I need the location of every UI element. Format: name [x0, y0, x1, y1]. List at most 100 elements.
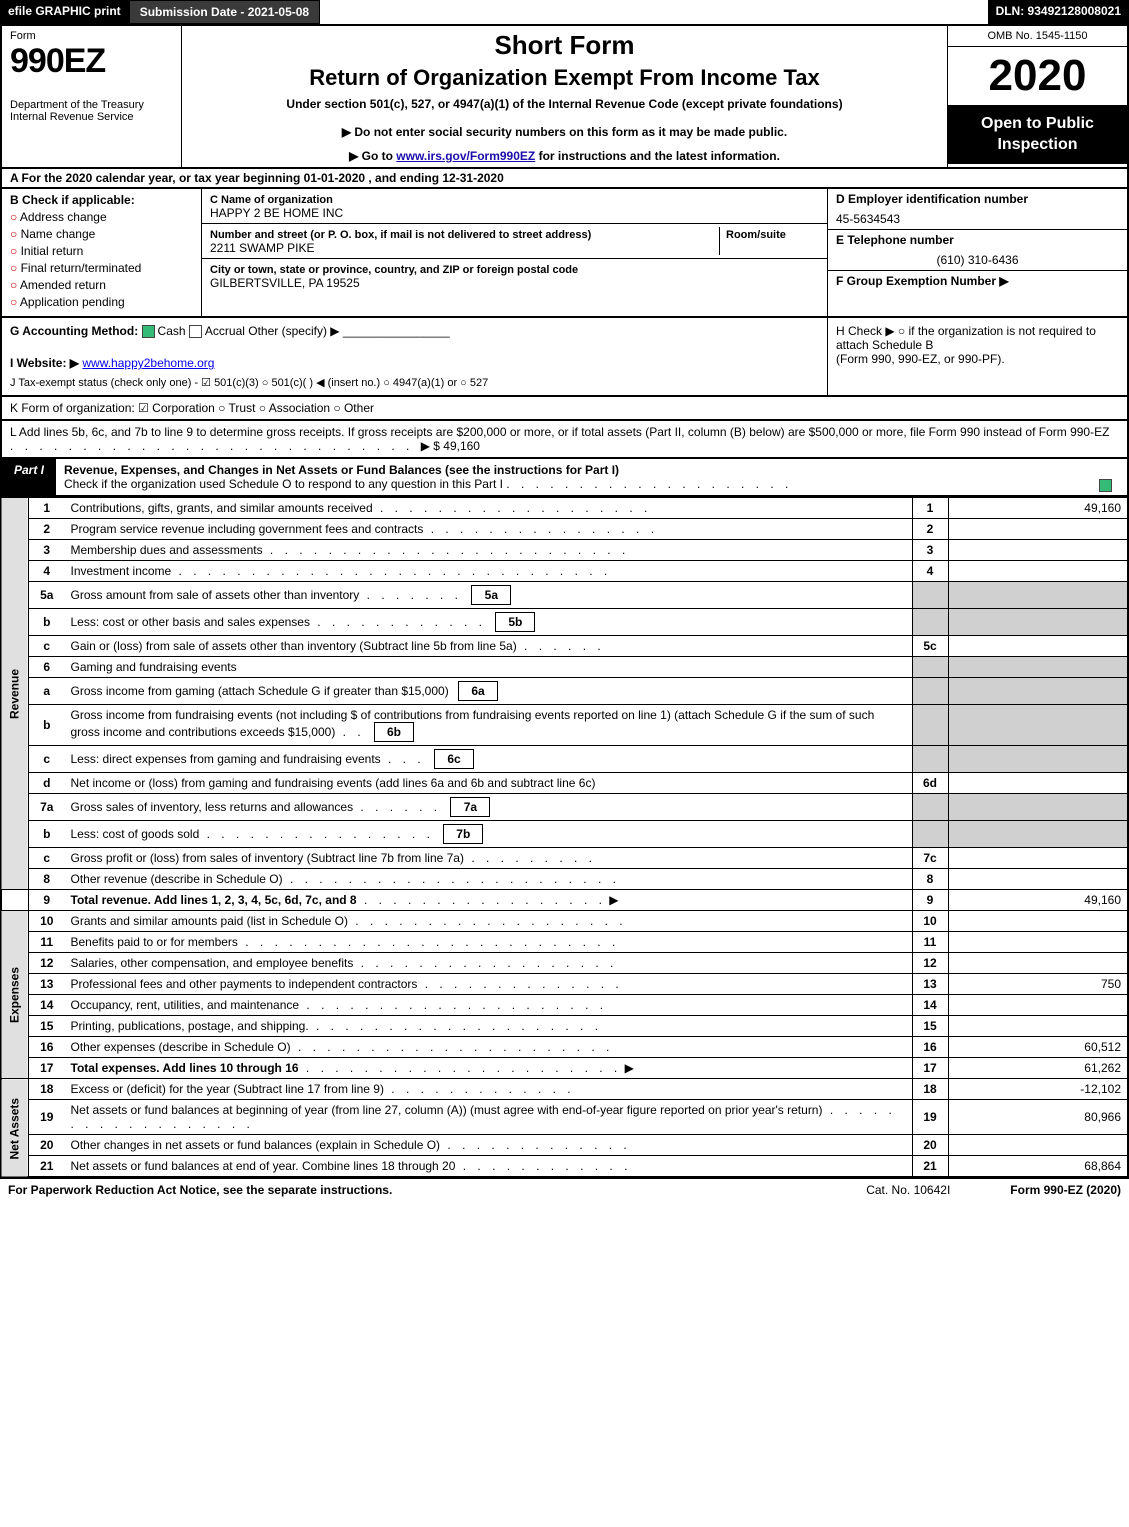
amt-9: 49,160	[948, 890, 1128, 911]
efile-print-button[interactable]: efile GRAPHIC print	[0, 0, 129, 24]
paperwork-notice: For Paperwork Reduction Act Notice, see …	[8, 1183, 866, 1197]
submission-date: Submission Date - 2021-05-08	[129, 0, 320, 24]
header-right: OMB No. 1545-1150 2020 Open to Public In…	[947, 26, 1127, 167]
dots: . . . . . . . . . . . . . . . . . . . .	[506, 477, 792, 491]
l14: Occupancy, rent, utilities, and maintena…	[71, 998, 300, 1012]
row-a-text: A For the 2020 calendar year, or tax yea…	[10, 171, 504, 185]
l19: Net assets or fund balances at beginning…	[71, 1103, 823, 1117]
part1-check[interactable]	[1087, 459, 1127, 495]
omb-number: OMB No. 1545-1150	[948, 26, 1127, 47]
do-not-enter: ▶ Do not enter social security numbers o…	[190, 125, 939, 139]
goto-link[interactable]: www.irs.gov/Form990EZ	[396, 149, 535, 163]
city-value: GILBERTSVILLE, PA 19525	[210, 276, 360, 290]
l12: Salaries, other compensation, and employ…	[71, 956, 354, 970]
l13: Professional fees and other payments to …	[71, 977, 418, 991]
row-gh: G Accounting Method: Cash Accrual Other …	[0, 318, 1129, 397]
side-netassets: Net Assets	[1, 1079, 29, 1178]
g-label: G Accounting Method:	[10, 324, 138, 338]
revenue-table: Revenue 1Contributions, gifts, grants, a…	[0, 497, 1129, 1178]
form-header: Form 990EZ Department of the Treasury In…	[0, 26, 1129, 169]
amt-13: 750	[948, 974, 1128, 995]
part1-checkbox[interactable]	[1099, 479, 1112, 492]
chk-application-pending[interactable]: Application pending	[10, 295, 193, 309]
chk-accrual[interactable]	[189, 325, 202, 338]
phone-value: (610) 310-6436	[828, 250, 1127, 271]
box-b: B Check if applicable: Address change Na…	[2, 189, 202, 316]
l6b: Gross income from fundraising events (no…	[71, 708, 875, 739]
street-label: Number and street (or P. O. box, if mail…	[210, 229, 591, 241]
topbar-spacer	[320, 0, 987, 24]
c-label: C Name of organization	[210, 194, 333, 206]
l10: Grants and similar amounts paid (list in…	[71, 914, 348, 928]
room-label: Room/suite	[726, 229, 786, 241]
l20: Other changes in net assets or fund bala…	[71, 1138, 441, 1152]
chk-cash[interactable]	[142, 325, 155, 338]
part1-tag: Part I	[2, 459, 56, 495]
dln: DLN: 93492128008021	[988, 0, 1129, 24]
amt-19: 80,966	[948, 1100, 1128, 1135]
row-l-text: L Add lines 5b, 6c, and 7b to line 9 to …	[10, 425, 1109, 439]
open-to-public: Open to Public Inspection	[948, 106, 1127, 164]
part1-sub: Check if the organization used Schedule …	[64, 477, 503, 491]
city-label: City or town, state or province, country…	[210, 264, 578, 276]
l3: Membership dues and assessments	[71, 543, 263, 557]
l7a: Gross sales of inventory, less returns a…	[71, 800, 354, 814]
dots: . . . . . . . . . . . . . . . . . . . . …	[10, 439, 421, 453]
other-label: Other (specify) ▶	[248, 324, 339, 338]
l6: Gaming and fundraising events	[71, 660, 237, 674]
box-b-label: B Check if applicable:	[10, 193, 135, 207]
chk-name-change[interactable]: Name change	[10, 227, 193, 241]
part1-header: Part I Revenue, Expenses, and Changes in…	[0, 459, 1129, 497]
part1-title-text: Revenue, Expenses, and Changes in Net As…	[64, 463, 619, 477]
form-number: 990EZ	[10, 42, 173, 81]
amt-1: 49,160	[948, 498, 1128, 519]
website-link[interactable]: www.happy2behome.org	[82, 356, 214, 370]
org-name: HAPPY 2 BE HOME INC	[210, 206, 343, 220]
side-expenses: Expenses	[1, 911, 29, 1079]
l7b: Less: cost of goods sold	[71, 827, 200, 841]
l4: Investment income	[71, 564, 172, 578]
form-label: Form	[10, 30, 173, 42]
amt-16: 60,512	[948, 1037, 1128, 1058]
chk-initial-return[interactable]: Initial return	[10, 244, 193, 258]
dept-treasury: Department of the Treasury	[10, 99, 173, 111]
cash-label: Cash	[158, 324, 186, 338]
l11: Benefits paid to or for members	[71, 935, 238, 949]
amt-17: 61,262	[948, 1058, 1128, 1079]
header-left: Form 990EZ Department of the Treasury In…	[2, 26, 182, 167]
l6a: Gross income from gaming (attach Schedul…	[71, 684, 449, 698]
footer: For Paperwork Reduction Act Notice, see …	[0, 1178, 1129, 1201]
row-a: A For the 2020 calendar year, or tax yea…	[0, 169, 1129, 189]
chk-amended-return[interactable]: Amended return	[10, 278, 193, 292]
ein-value: 45-5634543	[828, 209, 1127, 230]
row-l: L Add lines 5b, 6c, and 7b to line 9 to …	[0, 421, 1129, 459]
f-label-text: F Group Exemption Number ▶	[836, 274, 1009, 288]
return-title: Return of Organization Exempt From Incom…	[190, 65, 939, 91]
tax-year: 2020	[948, 47, 1127, 106]
l8: Other revenue (describe in Schedule O)	[71, 872, 283, 886]
l17: Total expenses. Add lines 10 through 16	[71, 1061, 299, 1075]
short-form-title: Short Form	[190, 30, 939, 61]
l16: Other expenses (describe in Schedule O)	[71, 1040, 291, 1054]
l5b: Less: cost or other basis and sales expe…	[71, 615, 310, 629]
goto-line: ▶ Go to www.irs.gov/Form990EZ for instru…	[190, 149, 939, 163]
amt-18: -12,102	[948, 1079, 1128, 1100]
gh-right: H Check ▶ ○ if the organization is not r…	[827, 318, 1127, 395]
l21: Net assets or fund balances at end of ye…	[71, 1159, 456, 1173]
j-label: J Tax-exempt status (check only one) - ☑…	[10, 376, 819, 389]
amt-21: 68,864	[948, 1156, 1128, 1178]
l6c: Less: direct expenses from gaming and fu…	[71, 752, 381, 766]
l1: Contributions, gifts, grants, and simila…	[71, 501, 373, 515]
l6d: Net income or (loss) from gaming and fun…	[71, 776, 596, 790]
h-sub: (Form 990, 990-EZ, or 990-PF).	[836, 352, 1119, 366]
l9: Total revenue. Add lines 1, 2, 3, 4, 5c,…	[71, 893, 357, 907]
d-label: D Employer identification number	[836, 192, 1028, 206]
chk-final-return[interactable]: Final return/terminated	[10, 261, 193, 275]
cat-no: Cat. No. 10642I	[866, 1183, 950, 1197]
h-label: H Check ▶ ○ if the organization is not r…	[836, 324, 1119, 352]
header-middle: Short Form Return of Organization Exempt…	[182, 26, 947, 167]
chk-address-change[interactable]: Address change	[10, 210, 193, 224]
l5a: Gross amount from sale of assets other t…	[71, 588, 360, 602]
l2: Program service revenue including govern…	[71, 522, 424, 536]
l15: Printing, publications, postage, and shi…	[71, 1019, 309, 1033]
